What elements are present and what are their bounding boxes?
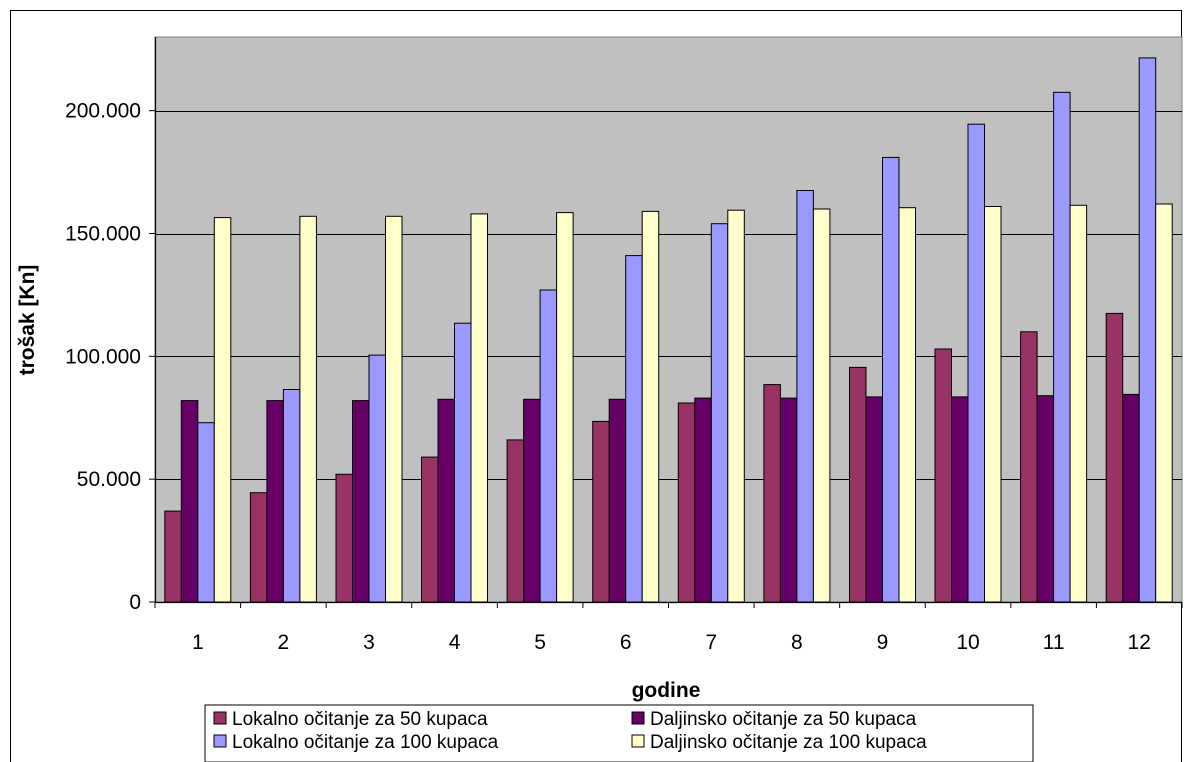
bar (335, 473, 353, 603)
x-tick-label: 10 (956, 631, 979, 654)
y-tick-label: 50.000 (77, 468, 141, 491)
y-tick-label: 200.000 (65, 100, 141, 123)
y-tick-label: 150.000 (65, 223, 141, 246)
bar (1105, 312, 1124, 603)
legend-swatch (631, 711, 645, 725)
x-tick-label: 4 (449, 631, 461, 654)
x-tick-label: 7 (705, 631, 717, 654)
bar (727, 209, 745, 603)
x-tick-label: 9 (877, 631, 889, 654)
y-tick-label: 100.000 (65, 345, 141, 368)
legend-swatch (213, 734, 227, 748)
bar (421, 456, 439, 603)
bar (523, 398, 541, 603)
bar (368, 354, 386, 603)
bar (967, 123, 985, 603)
y-axis-title: trošak [Kn] (16, 265, 39, 376)
bar (539, 289, 558, 603)
bar (299, 215, 317, 603)
bar (437, 398, 455, 603)
x-tick-label: 1 (192, 631, 204, 654)
bar (454, 322, 472, 603)
bar (352, 400, 370, 603)
bar (1122, 393, 1140, 603)
bar (213, 217, 232, 603)
x-tick-label: 12 (1128, 631, 1151, 654)
legend-label: Lokalno očitanje za 100 kupaca (232, 732, 499, 753)
bar (1155, 203, 1173, 603)
bar (592, 420, 610, 603)
bar (1020, 331, 1038, 603)
bar (470, 213, 488, 603)
bars (164, 57, 1173, 603)
x-axis-title: godine (632, 679, 701, 702)
bar (608, 398, 627, 603)
bar (164, 510, 182, 603)
bar (796, 190, 814, 603)
x-tick-label: 5 (534, 631, 546, 654)
bar (984, 206, 1002, 603)
bar (197, 422, 215, 603)
legend-box (204, 704, 1034, 762)
bar (1069, 204, 1088, 603)
bar (282, 389, 301, 603)
bar (1138, 57, 1157, 603)
legend-label: Daljinsko očitanje za 100 kupaca (650, 732, 927, 753)
bar (865, 396, 883, 603)
legend-label: Daljinsko očitanje za 50 kupaca (650, 709, 917, 730)
bar (763, 384, 781, 603)
bar (249, 492, 268, 603)
x-tick-label: 11 (1043, 631, 1065, 654)
legend-swatch (213, 711, 227, 725)
bar (385, 215, 403, 603)
bar (1053, 91, 1071, 603)
bar (641, 210, 660, 603)
bar (677, 402, 696, 603)
bar (694, 397, 712, 603)
bar (506, 439, 525, 603)
x-tick-label: 2 (278, 631, 290, 654)
bar (882, 156, 900, 603)
bar (849, 366, 867, 603)
x-tick-label: 3 (363, 631, 375, 654)
bar (951, 396, 969, 603)
bar (779, 397, 798, 603)
x-tick-label: 6 (620, 631, 632, 654)
legend-label: Lokalno očitanje za 50 kupaca (232, 709, 488, 730)
bar (710, 223, 729, 603)
bar (266, 400, 284, 603)
bar (1036, 395, 1055, 603)
bar (812, 208, 831, 603)
bar (934, 348, 952, 603)
bar (556, 212, 574, 603)
bar (180, 400, 199, 603)
legend-swatch (631, 734, 645, 748)
bar (898, 207, 916, 603)
y-tick-label: 0 (129, 591, 141, 614)
x-tick-label: 8 (791, 631, 803, 654)
legend: Lokalno očitanje za 50 kupaca Daljinsko o… (204, 704, 1034, 762)
bar (625, 255, 643, 603)
